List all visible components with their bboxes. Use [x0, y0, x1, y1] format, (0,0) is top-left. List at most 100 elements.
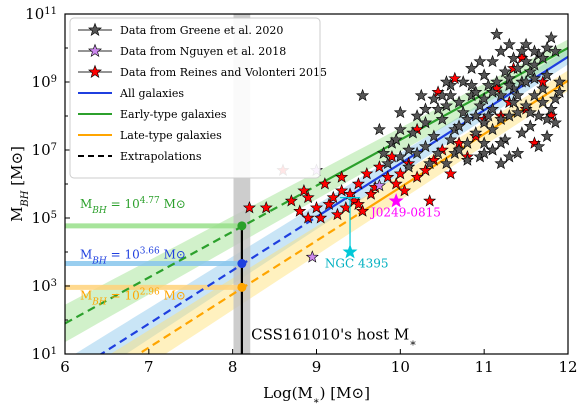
point-data-from-greene-et-al-2020-55 — [393, 149, 407, 163]
point-data-from-greene-et-al-2020-13 — [469, 85, 483, 98]
x-tick-label: 11 — [475, 358, 494, 376]
point-data-from-reines-and-volonteri-2015-49 — [242, 200, 256, 214]
point-data-from-greene-et-al-2020-51 — [427, 129, 441, 142]
point-data-from-greene-et-al-2020-97 — [486, 85, 500, 98]
point-data-from-greene-et-al-2020-54 — [402, 143, 416, 156]
host-estimate-dot-0 — [237, 221, 247, 231]
point-data-from-greene-et-al-2020-48 — [465, 61, 479, 74]
point-data-from-reines-and-volonteri-2015-24 — [398, 183, 412, 197]
point-data-from-greene-et-al-2020-18 — [486, 102, 500, 115]
point-data-from-greene-et-al-2020-10 — [456, 105, 470, 119]
point-data-from-greene-et-al-2020-41 — [502, 109, 516, 122]
point-data-from-greene-et-al-2020-49 — [486, 54, 500, 68]
point-data-from-greene-et-al-2020-9 — [452, 95, 466, 108]
point-data-from-greene-et-al-2020-64 — [532, 139, 546, 153]
point-data-from-greene-et-al-2020-109 — [402, 160, 416, 173]
point-data-from-greene-et-al-2020-0 — [356, 88, 370, 102]
point-data-from-greene-et-al-2020-16 — [477, 92, 491, 105]
point-data-from-greene-et-al-2020-17 — [481, 78, 495, 91]
highlight-star-0 — [388, 193, 404, 208]
point-data-from-greene-et-al-2020-98 — [502, 78, 516, 91]
point-data-from-greene-et-al-2020-4 — [427, 92, 441, 105]
point-data-from-greene-et-al-2020-11 — [460, 112, 474, 125]
point-data-from-greene-et-al-2020-47 — [502, 37, 516, 51]
y-tick-label: 101 — [32, 345, 57, 363]
point-data-from-reines-and-volonteri-2015-22 — [389, 177, 403, 190]
point-data-from-greene-et-al-2020-6 — [439, 98, 453, 112]
legend-star-icon — [88, 43, 102, 57]
point-data-from-greene-et-al-2020-63 — [523, 119, 537, 132]
point-data-from-reines-and-volonteri-2015-19 — [372, 160, 386, 173]
legend-label-4: Early-type galaxies — [120, 108, 227, 121]
point-data-from-reines-and-volonteri-2015-6 — [314, 211, 328, 224]
point-data-from-greene-et-al-2020-15 — [477, 68, 491, 81]
point-data-from-greene-et-al-2020-75 — [536, 95, 550, 108]
point-data-from-greene-et-al-2020-35 — [452, 119, 466, 132]
point-data-from-greene-et-al-2020-96 — [469, 109, 483, 122]
point-data-from-greene-et-al-2020-94 — [527, 71, 541, 85]
legend-label-6: Extrapolations — [120, 150, 202, 163]
point-data-from-greene-et-al-2020-76 — [431, 146, 445, 159]
highlight-label-0: J0249-0815 — [369, 205, 441, 219]
point-data-from-greene-et-al-2020-30 — [536, 51, 550, 64]
point-data-from-greene-et-al-2020-53 — [410, 146, 424, 159]
point-data-from-greene-et-al-2020-57 — [377, 146, 391, 159]
point-data-from-greene-et-al-2020-28 — [527, 58, 541, 71]
point-data-from-greene-et-al-2020-60 — [486, 143, 500, 156]
point-data-from-nguyen-et-al-2018-1 — [305, 250, 319, 263]
point-data-from-greene-et-al-2020-39 — [486, 122, 500, 136]
point-data-from-greene-et-al-2020-72 — [456, 75, 470, 88]
point-data-from-reines-and-volonteri-2015-9 — [330, 207, 344, 221]
point-data-from-greene-et-al-2020-32 — [544, 30, 558, 44]
point-data-from-greene-et-al-2020-44 — [527, 88, 541, 102]
x-tick-label: 8 — [228, 358, 238, 376]
annotations: MBH = 104.77 M⊙ MBH = 103.66 M⊙ MBH = 102.… — [80, 196, 441, 349]
point-data-from-reines-and-volonteri-2015-17 — [360, 166, 374, 180]
host-estimate-label-0: MBH = 104.77 M⊙ — [80, 196, 186, 216]
point-data-from-greene-et-al-2020-42 — [511, 105, 525, 119]
point-data-from-greene-et-al-2020-93 — [540, 68, 554, 81]
x-axis-label: Log(M∗) [M⊙] — [263, 384, 370, 406]
point-data-from-greene-et-al-2020-113 — [473, 54, 487, 68]
point-data-from-greene-et-al-2020-38 — [477, 115, 491, 129]
legend-star-icon — [88, 64, 102, 78]
point-data-from-greene-et-al-2020-20 — [494, 88, 508, 102]
point-data-from-greene-et-al-2020-14 — [473, 98, 487, 112]
point-data-from-greene-et-al-2020-27 — [523, 64, 537, 78]
point-data-from-greene-et-al-2020-110 — [381, 156, 395, 170]
point-data-from-reines-and-volonteri-2015-14 — [351, 177, 365, 190]
point-data-from-reines-and-volonteri-2015-16 — [356, 204, 370, 217]
x-tick-label: 12 — [558, 358, 577, 376]
point-data-from-greene-et-al-2020-40 — [494, 112, 508, 125]
point-data-from-reines-and-volonteri-2015-7 — [322, 197, 336, 210]
point-data-from-greene-et-al-2020-106 — [494, 136, 508, 149]
fit-extrapolation-1 — [65, 184, 318, 325]
point-data-from-greene-et-al-2020-31 — [540, 41, 554, 54]
point-data-from-greene-et-al-2020-101 — [532, 109, 546, 122]
point-data-from-reines-and-volonteri-2015-2 — [293, 204, 307, 217]
point-data-from-greene-et-al-2020-65 — [540, 129, 554, 142]
fit-line-2 — [357, 79, 568, 216]
fit-extrapolation-0 — [99, 216, 318, 354]
point-data-from-reines-and-volonteri-2015-26 — [410, 170, 424, 183]
point-data-from-greene-et-al-2020-79 — [494, 156, 508, 170]
point-data-from-greene-et-al-2020-45 — [536, 81, 550, 95]
point-data-from-greene-et-al-2020-92 — [515, 44, 529, 57]
point-data-from-greene-et-al-2020-37 — [469, 126, 483, 139]
legend-label-2: Data from Reines and Volonteri 2015 — [120, 66, 327, 79]
point-data-from-reines-and-volonteri-2015-51 — [297, 183, 311, 197]
point-data-from-nguyen-et-al-2018-2 — [372, 178, 386, 192]
legend: Data from Greene et al. 2020 Data from Ng… — [69, 17, 327, 179]
point-data-from-greene-et-al-2020-78 — [460, 153, 474, 166]
point-data-from-reines-and-volonteri-2015-4 — [301, 190, 315, 204]
point-data-from-greene-et-al-2020-46 — [490, 27, 504, 40]
point-data-from-greene-et-al-2020-26 — [519, 54, 533, 68]
point-data-from-reines-and-volonteri-2015-15 — [351, 197, 365, 210]
legend-box — [69, 17, 321, 179]
host-mass-label: CSS161010's host M∗ — [251, 326, 417, 350]
point-data-from-greene-et-al-2020-62 — [515, 126, 529, 139]
point-data-from-greene-et-al-2020-50 — [435, 112, 449, 125]
point-data-from-greene-et-al-2020-33 — [548, 44, 562, 57]
